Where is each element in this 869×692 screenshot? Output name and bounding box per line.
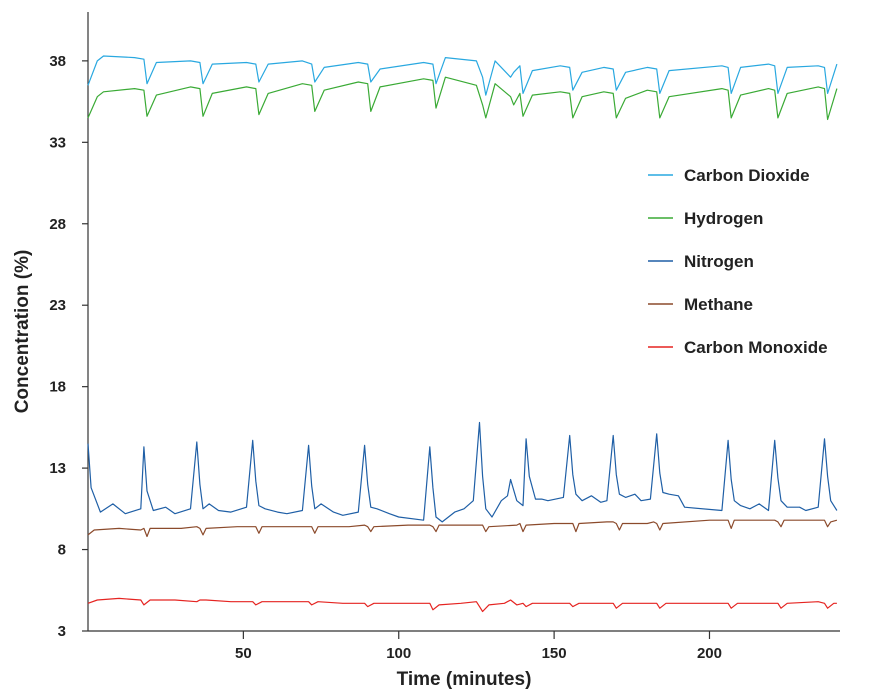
x-axis-title: Time (minutes) (397, 669, 532, 690)
series-line-nitrogen (87, 421, 838, 523)
legend-label-hydrogen: Hydrogen (684, 209, 763, 228)
y-tick-label: 18 (49, 379, 66, 396)
x-tick-label: 150 (542, 645, 567, 662)
y-tick-label: 33 (49, 134, 66, 151)
y-tick-label: 13 (49, 460, 66, 477)
series-line-carbon-dioxide (87, 55, 838, 96)
y-tick-label: 3 (58, 623, 66, 640)
series-line-carbon-monoxide (87, 597, 837, 613)
series-layer (87, 55, 838, 613)
x-tick-label: 50 (235, 645, 252, 662)
series-line-hydrogen (87, 76, 838, 121)
y-tick-label: 38 (49, 53, 66, 70)
y-tick-label: 23 (49, 297, 66, 314)
y-tick-label: 8 (58, 542, 66, 559)
legend-label-nitrogen: Nitrogen (684, 252, 754, 271)
x-axis-ticks: 50 100 150 200 (235, 631, 722, 662)
legend-label-methane: Methane (684, 295, 753, 314)
x-tick-label: 100 (386, 645, 411, 662)
legend-label-carbon-monoxide: Carbon Monoxide (684, 338, 828, 357)
x-tick-label: 200 (697, 645, 722, 662)
legend: Carbon Dioxide Hydrogen Nitrogen Methane Car… (648, 166, 828, 357)
y-tick-label: 28 (49, 216, 66, 233)
legend-label-carbon-dioxide: Carbon Dioxide (684, 166, 810, 185)
series-line-methane (87, 519, 838, 538)
y-axis-title: Concentration (%) (12, 250, 33, 414)
